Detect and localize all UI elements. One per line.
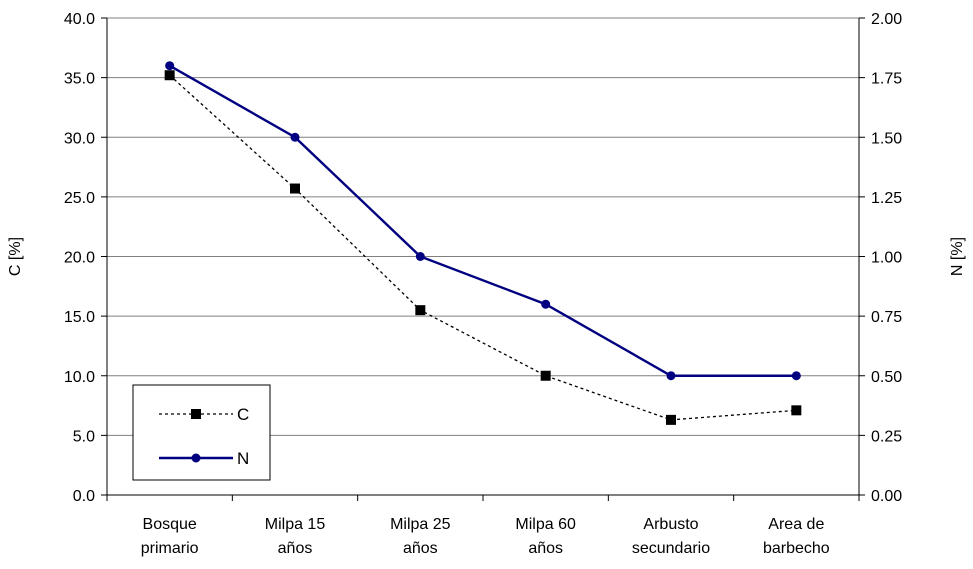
x-tick-label: Arbusto secundario xyxy=(632,516,710,557)
y-right-tick-label: 1.25 xyxy=(871,190,902,207)
y-right-tick-label: 2.00 xyxy=(871,11,902,28)
x-tick-label-line: Milpa 25 xyxy=(390,516,451,533)
y-left-tick-label: 5.0 xyxy=(73,428,95,445)
y-left-tick-label: 0.0 xyxy=(73,488,95,505)
y-left-tick-label: 10.0 xyxy=(64,369,95,386)
y-left-tick-label: 20.0 xyxy=(64,250,95,267)
y-left-tick-label: 25.0 xyxy=(64,190,95,207)
x-tick-label: Milpa 15 años xyxy=(265,516,326,557)
y-right-tick-label: 1.50 xyxy=(871,130,902,147)
y-right-tick-label: 1.75 xyxy=(871,71,902,88)
series-N-point xyxy=(541,299,551,309)
x-tick-label-line: Area de xyxy=(768,516,824,533)
gridlines xyxy=(107,77,859,436)
x-tick-label: Bosque primario xyxy=(141,516,199,557)
series-C-point xyxy=(540,370,551,381)
y-left-tick-label: 40.0 xyxy=(64,11,95,28)
legend-box xyxy=(132,384,271,481)
series-N-line xyxy=(169,64,797,377)
y-right-tick-label: 0.75 xyxy=(871,309,902,326)
series-N-point xyxy=(791,371,801,381)
series-C-point xyxy=(164,70,175,81)
series-C-point xyxy=(666,414,676,425)
x-tick-label-line: Arbusto xyxy=(643,516,698,533)
legend: CN xyxy=(132,384,271,481)
legend-N-marker xyxy=(191,453,201,463)
series-C-point xyxy=(791,405,802,416)
series-layer xyxy=(164,61,802,425)
x-tick-label: Area de barbecho xyxy=(763,516,830,557)
series-N-point xyxy=(165,61,175,71)
y-right-tick-label: 1.00 xyxy=(871,250,902,267)
x-tick-label: Milpa 25 años xyxy=(390,516,451,557)
x-tick-label: Milpa 60 años xyxy=(515,516,576,557)
x-tick-label-line: primario xyxy=(141,540,199,557)
series-C-point xyxy=(290,183,300,194)
series-N-point xyxy=(290,132,300,142)
x-tick-label-line: barbecho xyxy=(763,540,830,557)
x-tick-label-line: años xyxy=(278,540,313,557)
series-C-line xyxy=(169,74,797,421)
y-left-tick-label: 35.0 xyxy=(64,71,95,88)
x-tick-label-line: Milpa 15 xyxy=(265,516,326,533)
y-axis-left-title: C [%] xyxy=(7,237,24,276)
series-C-point xyxy=(415,305,426,316)
y-right-tick-label: 0.50 xyxy=(871,369,902,386)
legend-C-marker xyxy=(191,409,201,419)
x-tick-label-line: años xyxy=(528,540,563,557)
y-right-tick-label: 0.00 xyxy=(871,488,902,505)
x-tick-label-line: Milpa 60 xyxy=(515,516,576,533)
y-left-tick-label: 15.0 xyxy=(64,309,95,326)
y-axis-right-title: N [%] xyxy=(949,237,966,276)
x-tick-label-line: Bosque xyxy=(143,516,197,533)
x-tick-label-line: años xyxy=(403,540,438,557)
legend-N-label: N xyxy=(237,449,249,468)
y-left-tick-label: 30.0 xyxy=(64,130,95,147)
legend-C-label: C xyxy=(237,405,249,424)
x-tick-label-line: secundario xyxy=(632,540,710,557)
series-N-point xyxy=(415,252,425,261)
axes: 0.0 0.00 5.0 0.25 10.0 0.50 15.0 0.75 20.0 1.00 25… xyxy=(64,11,902,557)
y-right-tick-label: 0.25 xyxy=(871,428,902,445)
series-N-point xyxy=(666,371,676,381)
